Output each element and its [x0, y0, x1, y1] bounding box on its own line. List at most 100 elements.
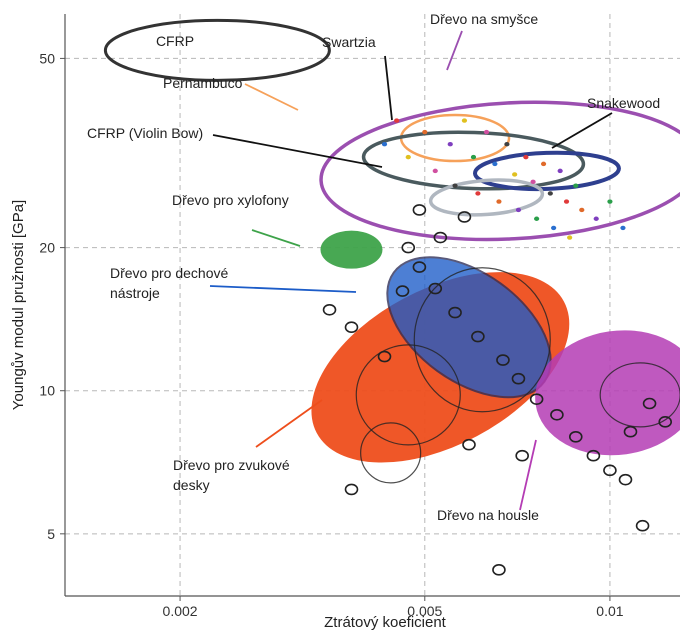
- bow-wood-point: [381, 142, 388, 147]
- pernambuco-label-leader: [244, 83, 299, 111]
- bow-wood-point: [573, 183, 579, 188]
- sample-point: [433, 231, 448, 244]
- sample-point: [618, 473, 633, 486]
- sample-point: [529, 393, 544, 405]
- snakewood-region: [473, 150, 621, 192]
- snakewood-label-leader: [551, 112, 613, 149]
- bow-wood-point: [563, 199, 570, 204]
- bow-wood-point: [405, 154, 411, 160]
- x-axis-label: Ztrátový koeficient: [324, 614, 447, 631]
- bow-wood-point: [504, 142, 510, 147]
- bow-wood-point: [579, 207, 585, 213]
- swartzia-label-leader: [384, 55, 393, 121]
- sample-point: [395, 285, 410, 297]
- bow-wood-point: [422, 129, 428, 135]
- dechove-nastroje-label: Dřevo pro dechové nástroje: [110, 265, 229, 301]
- sample-point: [586, 449, 601, 462]
- swartzia-label: Swartzia: [322, 34, 376, 50]
- bow-wood-point: [475, 191, 481, 196]
- bow-wood-point: [470, 154, 477, 160]
- bow-wood-point: [492, 161, 498, 167]
- sample-point: [344, 321, 359, 334]
- sample-point: [658, 416, 673, 428]
- bow-wood-point: [530, 179, 536, 185]
- xylofony-label: Dřevo pro xylofony: [172, 192, 289, 208]
- zvukove-desky-label-leader: [255, 399, 323, 448]
- bow-wood-point: [452, 183, 458, 188]
- zvukove-desky-label: Dřevo pro zvukové desky: [173, 457, 290, 493]
- cfrp-violin-bow-label-leader: [212, 134, 383, 168]
- sample-point: [412, 261, 427, 273]
- sample-point: [623, 425, 638, 438]
- sample-point: [322, 303, 337, 316]
- y-tick-label: 50: [39, 50, 55, 66]
- sample-point: [344, 483, 359, 496]
- smysce-label-leader: [446, 30, 463, 71]
- x-tick-label: 0.005: [407, 603, 442, 619]
- sample-point: [515, 449, 529, 462]
- bow-wood-point: [515, 207, 522, 213]
- y-axis-label: Youngův modul pružnosti [GPa]: [10, 200, 27, 410]
- bow-wood-point: [461, 118, 468, 123]
- sample-point: [462, 438, 476, 451]
- housle-label-leader: [519, 439, 537, 511]
- bow-wood-point: [496, 199, 502, 204]
- sample-point: [642, 397, 657, 410]
- leader-lines: [209, 30, 613, 511]
- y-tick-label: 5: [47, 526, 55, 542]
- sample-point: [550, 408, 564, 421]
- bow-wood-point: [551, 225, 557, 231]
- pernambuco-label: Pernambuco: [163, 75, 243, 91]
- y-tick-label: 20: [39, 240, 55, 256]
- housle-label: Dřevo na housle: [437, 507, 539, 523]
- sample-point: [496, 354, 510, 366]
- bow-wood-point: [557, 168, 563, 174]
- zvukove-desky-label-line: desky: [173, 477, 210, 493]
- cfrp-label: CFRP: [156, 33, 194, 49]
- sample-point: [401, 241, 416, 254]
- xylofony-region: [320, 230, 383, 269]
- regions: [103, 18, 680, 484]
- bow-wood-point: [567, 235, 573, 240]
- region-inner-ring: [599, 362, 680, 428]
- sample-point: [603, 464, 617, 477]
- region-inner-ring: [360, 422, 422, 484]
- y-tick-label: 10: [39, 383, 55, 399]
- bow-wood-point: [432, 168, 438, 174]
- cfrp-violin-bow-label: CFRP (Violin Bow): [87, 125, 203, 141]
- region-inner-ring: [413, 267, 551, 413]
- snakewood-label: Snakewood: [587, 95, 660, 111]
- cfrp-region: [103, 18, 331, 82]
- bow-wood-point: [547, 191, 553, 196]
- dechove-nastroje-label-line: nástroje: [110, 285, 160, 301]
- bow-wood-point: [607, 199, 613, 204]
- bow-wood-point: [620, 225, 626, 231]
- bow-wood-point: [394, 118, 400, 123]
- sample-point: [428, 282, 443, 295]
- dechove-nastroje-label-leader: [209, 285, 357, 293]
- x-tick-label: 0.01: [596, 603, 623, 619]
- zvukove-desky-label-line: Dřevo pro zvukové: [173, 457, 290, 473]
- plot-area: [65, 14, 680, 596]
- sample-point: [492, 564, 506, 576]
- smysce-label: Dřevo na smyšce: [430, 11, 538, 27]
- bow-wood-point: [593, 216, 599, 221]
- points: [322, 118, 673, 576]
- bow-wood-point: [540, 161, 547, 167]
- sample-point: [448, 306, 462, 319]
- sample-point: [635, 519, 650, 532]
- bow-wood-point: [447, 142, 453, 147]
- bow-wood-point: [483, 129, 490, 135]
- region-inner-ring: [355, 344, 461, 446]
- dechove-nastroje-label-line: Dřevo pro dechové: [110, 265, 229, 281]
- ticks: 0.002 0.005 0.01 5 10 20 50: [39, 50, 623, 619]
- bow-wood-point: [534, 216, 540, 221]
- sample-point: [412, 204, 427, 216]
- sample-point: [457, 211, 472, 223]
- bow-wood-point: [523, 154, 529, 160]
- swartzia-region: [361, 130, 586, 191]
- smysce-region: [319, 100, 680, 242]
- x-tick-label: 0.002: [163, 603, 198, 619]
